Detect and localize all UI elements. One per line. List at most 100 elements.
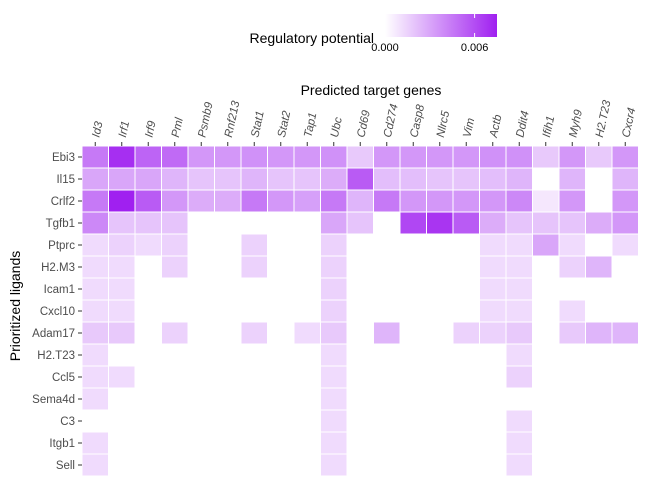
- heatmap-cell: [505, 233, 533, 257]
- heatmap-cell: [293, 145, 321, 169]
- x-tick-label: Cd69: [355, 109, 373, 139]
- y-tick-label: Sema4d: [32, 394, 75, 406]
- heatmap-cell: [346, 167, 374, 191]
- heatmap-cell: [81, 321, 109, 345]
- y-tick-label: H2.M3: [41, 262, 75, 274]
- x-axis-title: Predicted target genes: [301, 82, 442, 98]
- heatmap-cell: [505, 431, 533, 455]
- heatmap-cell: [558, 145, 586, 169]
- y-axis-title: Prioritized ligands: [7, 251, 23, 362]
- heatmap-cell: [240, 167, 268, 191]
- heatmap-cell: [320, 365, 348, 389]
- legend: Regulatory potential 0.000 0.006: [249, 14, 497, 54]
- heatmap-cell: [320, 277, 348, 301]
- heatmap-cell: [505, 365, 533, 389]
- y-tick-label: H2.T23: [37, 350, 75, 362]
- heatmap-cell: [81, 211, 109, 235]
- heatmap-cell: [426, 145, 454, 169]
- heatmap-cell: [585, 255, 613, 279]
- heatmap-cell: [532, 211, 560, 235]
- y-tick-label: Crlf2: [51, 196, 75, 208]
- x-tick-label: H2.T23: [594, 99, 614, 139]
- heatmap-cell: [452, 145, 480, 169]
- legend-ticks: 0.000 0.006: [371, 14, 488, 54]
- y-tick-label: Cxcl10: [40, 306, 75, 318]
- heatmap-cell: [293, 189, 321, 213]
- legend-colorbar: [385, 14, 497, 37]
- heatmap-cell: [134, 145, 162, 169]
- heatmap-cell: [346, 211, 374, 235]
- y-tick-label: Ebi3: [52, 152, 75, 164]
- heatmap-cell: [161, 189, 189, 213]
- heatmap-cell: [187, 145, 215, 169]
- heatmap-cell: [505, 189, 533, 213]
- heatmap-cell: [320, 233, 348, 257]
- x-tick-label: Irf9: [143, 119, 158, 138]
- heatmap-cell: [161, 321, 189, 345]
- heatmap-cell: [267, 167, 295, 191]
- y-tick-label: Ccl5: [52, 372, 75, 384]
- heatmap-cell: [611, 189, 639, 213]
- heatmap-cell: [532, 145, 560, 169]
- heatmap-cell: [161, 145, 189, 169]
- legend-tick-label: 0.000: [371, 42, 399, 54]
- heatmap-cell: [611, 233, 639, 257]
- heatmap-cell: [479, 277, 507, 301]
- heatmap-cell: [452, 321, 480, 345]
- y-tick-label: Icam1: [44, 284, 75, 296]
- heatmap-cell: [373, 167, 401, 191]
- heatmap-cell: [585, 211, 613, 235]
- heatmap-cell: [320, 409, 348, 433]
- heatmap-cell: [479, 189, 507, 213]
- heatmap-cell: [479, 321, 507, 345]
- heatmap-cell: [452, 189, 480, 213]
- heatmap-cell: [505, 321, 533, 345]
- heatmap-cell: [505, 167, 533, 191]
- heatmap-cell: [505, 343, 533, 367]
- heatmap-cell: [134, 189, 162, 213]
- heatmap-cell: [108, 321, 136, 345]
- heatmap-cell: [558, 233, 586, 257]
- heatmap-cell: [81, 343, 109, 367]
- heatmap-cell: [81, 277, 109, 301]
- heatmap-cell: [81, 453, 109, 477]
- heatmap-cell: [320, 321, 348, 345]
- heatmap-cell: [81, 233, 109, 257]
- heatmap-cell: [81, 365, 109, 389]
- heatmap-cell: [240, 145, 268, 169]
- heatmap-cell: [452, 211, 480, 235]
- heatmap-cell: [81, 167, 109, 191]
- heatmap-cell: [108, 299, 136, 323]
- heatmap-cell: [134, 233, 162, 257]
- heatmap-cells: [81, 145, 639, 477]
- heatmap-cell: [108, 233, 136, 257]
- x-tick-label: Ubc: [329, 116, 345, 139]
- y-tick-label: C3: [60, 416, 75, 428]
- heatmap-cell: [108, 365, 136, 389]
- y-tick-labels: Ebi3 Il15 Crlf2 Tgfb1 Ptprc H2.M3 Icam1 Cxcl10 A…: [32, 152, 82, 472]
- heatmap-cell: [558, 299, 586, 323]
- heatmap-cell: [426, 167, 454, 191]
- y-tick-label: Adam17: [32, 328, 75, 340]
- heatmap-cell: [558, 321, 586, 345]
- heatmap-cell: [585, 321, 613, 345]
- x-tick-label: Stat2: [276, 109, 293, 138]
- x-tick-label: Rnf213: [223, 99, 243, 138]
- heatmap-cell: [320, 255, 348, 279]
- heatmap-cell: [320, 299, 348, 323]
- heatmap-cell: [161, 255, 189, 279]
- heatmap-cell: [134, 211, 162, 235]
- heatmap-cell: [532, 233, 560, 257]
- heatmap-cell: [399, 167, 427, 191]
- heatmap-cell: [479, 255, 507, 279]
- heatmap-cell: [108, 277, 136, 301]
- heatmap-cell: [505, 453, 533, 477]
- y-tick-label: Ptprc: [48, 240, 75, 252]
- heatmap-cell: [267, 189, 295, 213]
- heatmap-cell: [426, 189, 454, 213]
- heatmap-cell: [108, 145, 136, 169]
- heatmap-cell: [479, 167, 507, 191]
- heatmap-cell: [346, 189, 374, 213]
- x-tick-label: Pml: [170, 116, 186, 138]
- heatmap-cell: [320, 431, 348, 455]
